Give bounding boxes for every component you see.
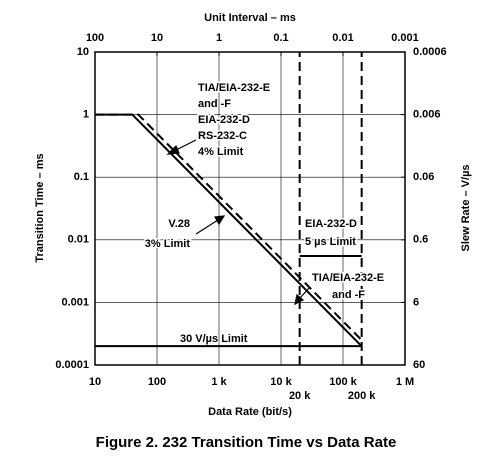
y-tick-label: 0.0001 xyxy=(55,359,89,371)
annotation: 4% Limit xyxy=(198,146,244,158)
x2-tick-label: 10 xyxy=(151,32,163,44)
x-tick-label: 100 xyxy=(148,376,166,388)
x-tick-label: 200 k xyxy=(348,390,376,402)
annotation: 5 µs Limit xyxy=(305,236,356,248)
line-series xyxy=(95,113,363,347)
x-label: Data Rate (bit/s) xyxy=(208,406,292,418)
annotation: EIA-232-D xyxy=(305,218,357,230)
y2-label: Slew Rate – V/µs xyxy=(460,164,472,251)
annotation: TIA/EIA-232-E xyxy=(198,82,270,94)
caption: Figure 2. 232 Transition Time vs Data Ra… xyxy=(96,434,397,451)
annotation: TIA/EIA-232-E xyxy=(312,272,384,284)
x2-tick-label: 0.001 xyxy=(391,32,419,44)
x2-tick-label: 0.1 xyxy=(273,32,288,44)
annotation: V.28 xyxy=(168,218,190,230)
annotation: and -F xyxy=(198,98,231,110)
annotation: EIA-232-D xyxy=(198,114,250,126)
annotation: 30 V/µs Limit xyxy=(180,333,248,345)
line-series xyxy=(95,113,363,341)
y-tick-label: 0.01 xyxy=(68,234,89,246)
y-tick-label: 0.1 xyxy=(74,171,89,183)
x-tick-label: 10 xyxy=(89,376,101,388)
x2-tick-label: 0.01 xyxy=(332,32,353,44)
y2-tick-label: 0.06 xyxy=(413,171,434,183)
x-tick-label: 10 k xyxy=(270,376,292,388)
x2-tick-label: 100 xyxy=(86,32,104,44)
y-label: Transition Time – ms xyxy=(34,153,46,262)
annotation: and -F xyxy=(332,289,365,301)
x2-tick-label: 1 xyxy=(216,32,222,44)
y2-tick-label: 0.6 xyxy=(413,234,428,246)
y2-tick-label: 6 xyxy=(413,296,419,308)
plot-frame xyxy=(94,51,406,366)
y2-tick-label: 0.006 xyxy=(413,109,441,121)
y-tick-label: 1 xyxy=(83,109,89,121)
x-tick-label: 1 M xyxy=(396,376,414,388)
annotation: RS-232-C xyxy=(198,130,247,142)
y-tick-label: 0.001 xyxy=(61,296,89,308)
x-tick-label: 100 k xyxy=(329,376,357,388)
x-tick-label: 1 k xyxy=(211,376,227,388)
arrows xyxy=(166,139,311,306)
x2-label: Unit Interval – ms xyxy=(204,12,296,24)
y2-tick-label: 0.0006 xyxy=(413,46,447,58)
y-tick-label: 10 xyxy=(77,46,89,58)
y2-tick-label: 60 xyxy=(413,359,425,371)
x-tick-label: 20 k xyxy=(289,390,311,402)
annotation: 3% Limit xyxy=(145,238,191,250)
